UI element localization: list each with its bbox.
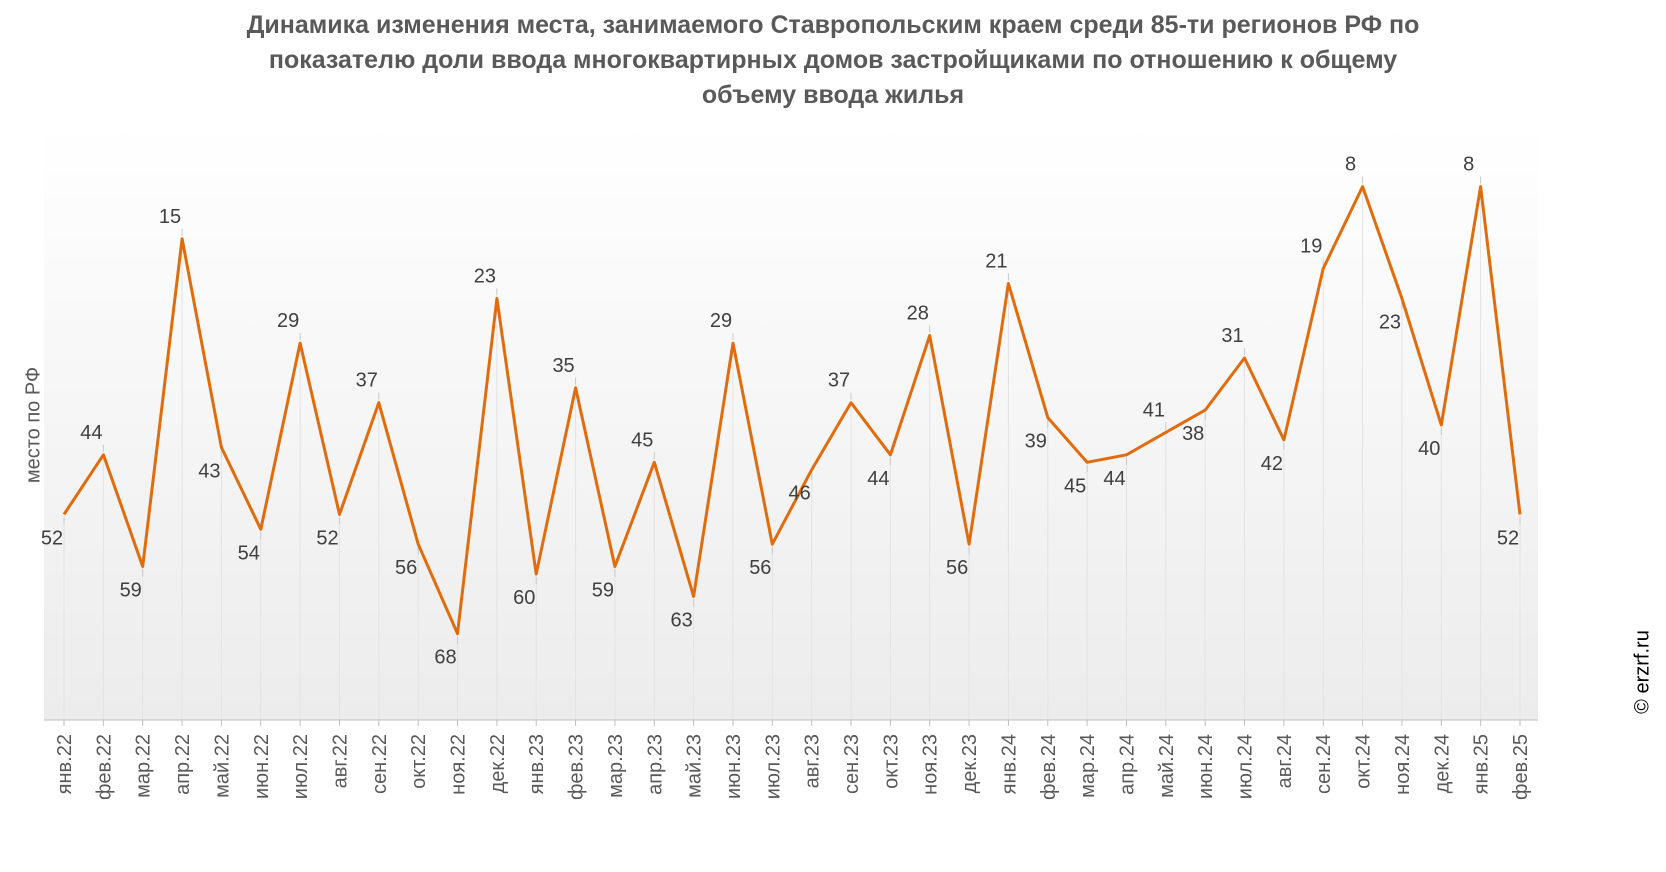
data-label: 43: [198, 460, 220, 482]
x-tick-label: сен.23: [841, 734, 863, 794]
x-tick-label: окт.22: [408, 734, 430, 789]
series-line: [62, 185, 1522, 636]
data-label: 35: [552, 355, 574, 377]
x-tick-label: фев.23: [566, 734, 588, 800]
x-tick-label: июн.23: [723, 734, 745, 799]
data-label: 23: [1379, 311, 1401, 333]
data-label: 37: [828, 370, 850, 392]
x-tick-label: ноя.23: [920, 734, 942, 795]
x-tick-label: июл.24: [1235, 734, 1257, 799]
x-tick-label: ноя.24: [1392, 734, 1414, 795]
x-tick-label: апр.23: [644, 734, 666, 795]
plot-area: [44, 122, 1538, 720]
x-tick-label: авг.22: [329, 734, 351, 788]
x-tick-label: май.22: [211, 734, 233, 798]
x-tick-label: мар.24: [1077, 734, 1099, 798]
data-label: 52: [1497, 527, 1519, 549]
x-tick-label: июн.24: [1195, 734, 1217, 799]
data-label: 41: [1143, 399, 1165, 421]
x-tick-label: мар.23: [605, 734, 627, 798]
x-tick-label: июн.22: [251, 734, 273, 799]
x-tick-label: янв.24: [998, 734, 1020, 794]
x-tick-label: янв.25: [1471, 734, 1493, 794]
data-label: 56: [395, 557, 417, 579]
x-tick-label: мар.22: [133, 734, 155, 798]
data-label: 19: [1300, 236, 1322, 258]
x-tick-label: сен.24: [1313, 734, 1335, 794]
data-label: 37: [356, 370, 378, 392]
data-label: 8: [1345, 154, 1356, 176]
data-label: 39: [1025, 431, 1047, 453]
data-label: 8: [1463, 154, 1474, 176]
x-tick-label: дек.24: [1431, 734, 1453, 793]
chart-title-line: показателю доли ввода многоквартирных до…: [268, 46, 1398, 74]
data-label: 60: [513, 587, 535, 609]
chart-title-line: объему ввода жилья: [701, 81, 965, 109]
data-label: 52: [41, 527, 63, 549]
data-label: 42: [1261, 453, 1283, 475]
data-label: 40: [1418, 438, 1440, 460]
x-tick-label: янв.23: [526, 734, 548, 794]
data-label: 38: [1182, 423, 1204, 445]
x-tick-label: янв.22: [54, 734, 76, 794]
data-label: 44: [1103, 468, 1125, 490]
x-tick-label: сен.22: [369, 734, 391, 794]
x-tick-label: май.24: [1156, 734, 1178, 798]
x-tick-label: авг.23: [802, 734, 824, 788]
data-label: 59: [592, 580, 614, 602]
data-label: 56: [946, 557, 968, 579]
x-tick-label: фев.24: [1038, 734, 1060, 800]
x-tick-label: дек.23: [959, 734, 981, 793]
x-tick-label: фев.25: [1510, 734, 1532, 800]
data-label: 59: [120, 580, 142, 602]
data-label: 29: [710, 310, 732, 332]
data-label: 21: [985, 250, 1007, 272]
chart-title: Динамика изменения места, занимаемого Ст…: [0, 8, 1666, 113]
x-tick-label: июл.23: [762, 734, 784, 799]
data-label: 44: [80, 422, 102, 444]
x-tick-label: фев.22: [93, 734, 115, 800]
data-label: 68: [434, 647, 456, 669]
data-label: 46: [789, 483, 811, 505]
data-label: 28: [907, 303, 929, 325]
data-label: 29: [277, 310, 299, 332]
data-label: 23: [474, 265, 496, 287]
x-tick-label: апр.22: [172, 734, 194, 795]
x-tick-label: ноя.22: [448, 734, 470, 795]
data-label: 45: [1064, 475, 1086, 497]
x-tick-label: окт.23: [880, 734, 902, 789]
data-label: 44: [867, 468, 889, 490]
data-label: 54: [238, 542, 260, 564]
x-tick-label: апр.24: [1116, 734, 1138, 795]
x-tick-label: окт.24: [1353, 734, 1375, 789]
chart-title-line: Динамика изменения места, занимаемого Ст…: [246, 11, 1420, 39]
x-tick-label: дек.22: [487, 734, 509, 793]
x-tick-label: авг.24: [1274, 734, 1296, 788]
data-label: 63: [670, 609, 692, 631]
data-label: 31: [1221, 325, 1243, 347]
x-tick-label: июл.22: [290, 734, 312, 799]
data-label: 52: [316, 527, 338, 549]
x-tick-label: май.23: [684, 734, 706, 798]
data-label: 56: [749, 557, 771, 579]
data-label: 15: [159, 206, 181, 228]
data-label: 45: [631, 429, 653, 451]
